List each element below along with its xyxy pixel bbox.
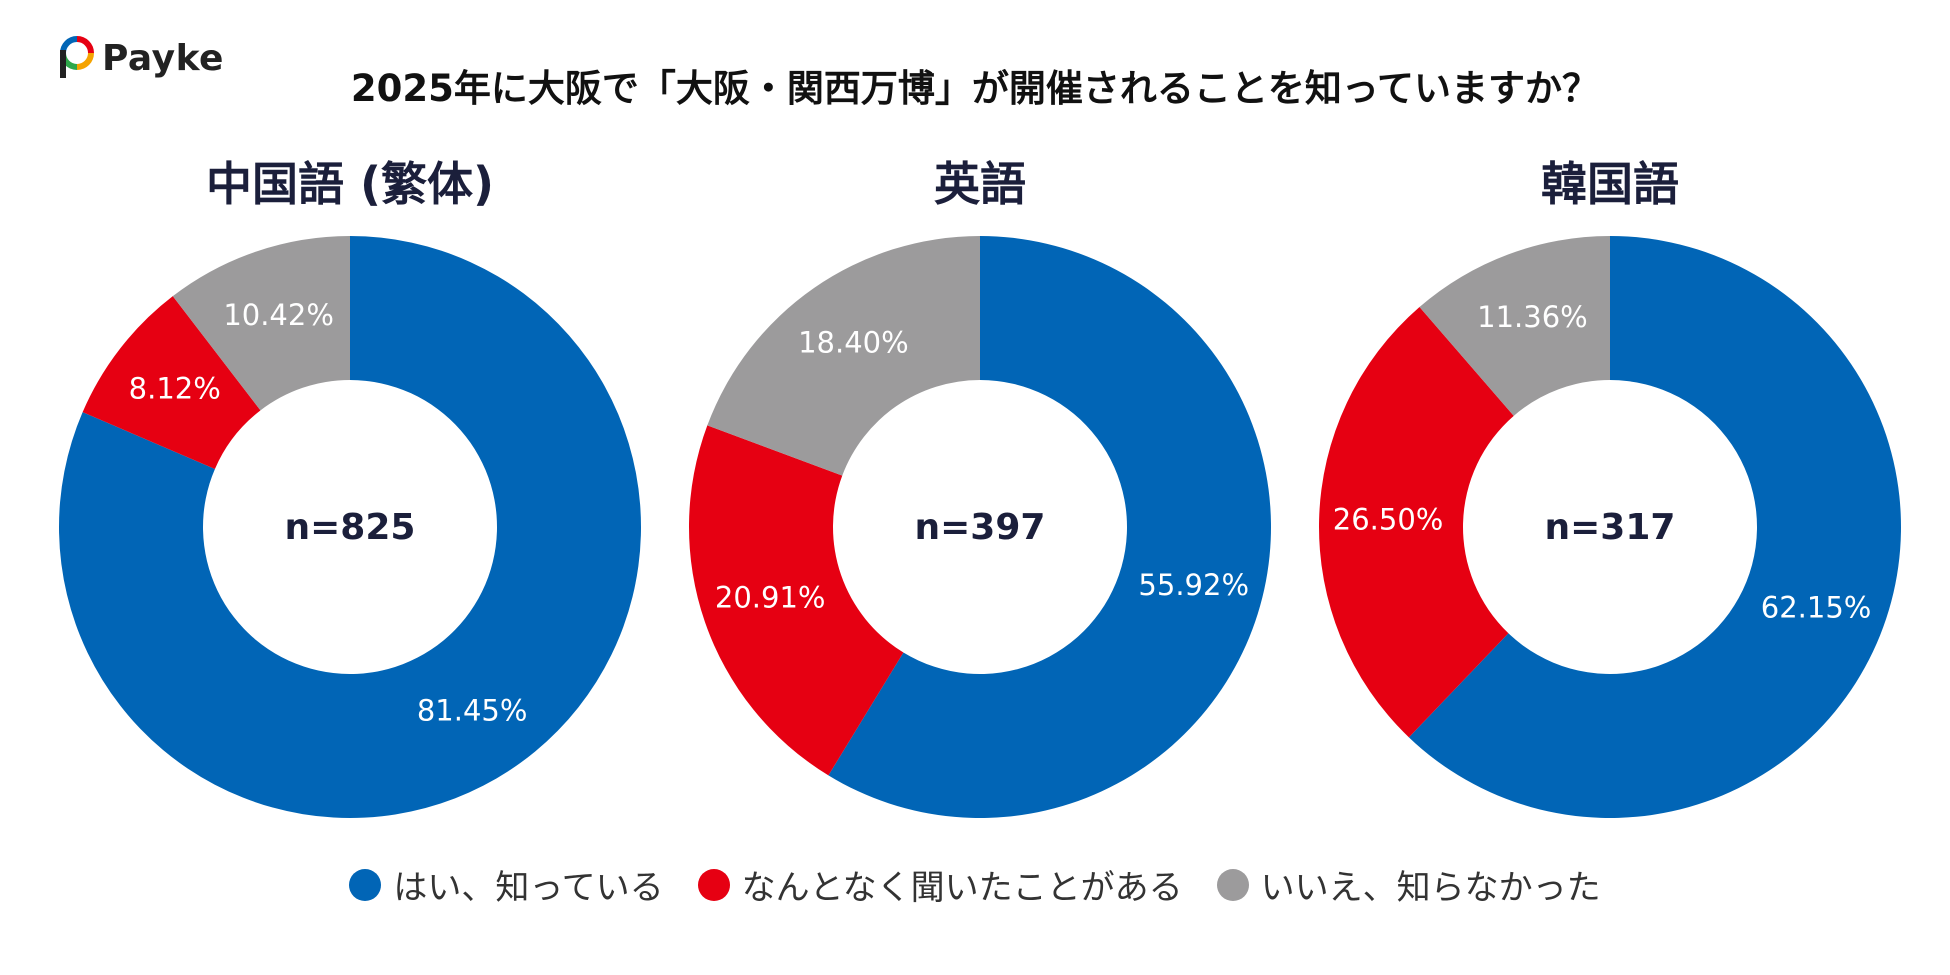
center-label-en: n=397 (915, 507, 1046, 548)
data-label-zh-tw-yes: 81.45% (417, 693, 528, 727)
data-label-ko-no: 11.36% (1477, 300, 1588, 334)
payke-logo-icon (60, 36, 94, 78)
data-label-en-yes: 55.92% (1138, 568, 1249, 602)
data-label-zh-tw-no: 10.42% (223, 298, 334, 332)
legend-label-yes: はい、知っている (393, 868, 664, 908)
slice-ko-heard (1319, 307, 1514, 738)
slice-ko-yes (1408, 236, 1901, 818)
data-label-en-no: 18.40% (798, 326, 909, 360)
legend-label-no: いいえ、知らなかった (1260, 868, 1601, 908)
legend-item-heard: なんとなく聞いたことがある (697, 860, 1183, 909)
legend-dot-no (1216, 868, 1249, 901)
center-label-ko: n=317 (1545, 507, 1676, 548)
brand-logo: Payke (60, 36, 224, 80)
legend-label-heard: なんとなく聞いたことがある (741, 868, 1183, 908)
slice-zh-tw-yes (58, 236, 642, 818)
slice-zh-tw-heard (82, 296, 261, 469)
slice-zh-tw-no (172, 236, 350, 411)
legend-item-no: いいえ、知らなかった (1216, 860, 1601, 909)
chart-title-zh-tw: 中国語 (繁体) (205, 157, 495, 211)
legend: はい、知っている なんとなく聞いたことがある いいえ、知らなかった (0, 860, 1950, 909)
data-label-ko-yes: 62.15% (1761, 591, 1872, 625)
page-title: 2025年に大阪で「大阪・関西万博」が開催されることを知っていますか？ (350, 67, 1600, 110)
legend-dot-heard (697, 868, 730, 901)
data-label-ko-heard: 26.50% (1333, 503, 1444, 537)
center-label-zh-tw: n=825 (285, 507, 416, 548)
chart-title-en: 英語 (934, 157, 1026, 211)
legend-dot-yes (349, 868, 382, 901)
slice-ko-no (1419, 236, 1610, 416)
slice-en-heard (688, 425, 904, 776)
brand-name: Payke (102, 37, 224, 79)
data-label-zh-tw-heard: 8.12% (129, 372, 221, 406)
slice-en-yes (828, 236, 1271, 818)
slice-en-no (707, 236, 980, 476)
legend-item-yes: はい、知っている (349, 860, 664, 909)
chart-title-ko: 韓国語 (1541, 157, 1679, 211)
data-label-en-heard: 20.91% (715, 581, 826, 615)
